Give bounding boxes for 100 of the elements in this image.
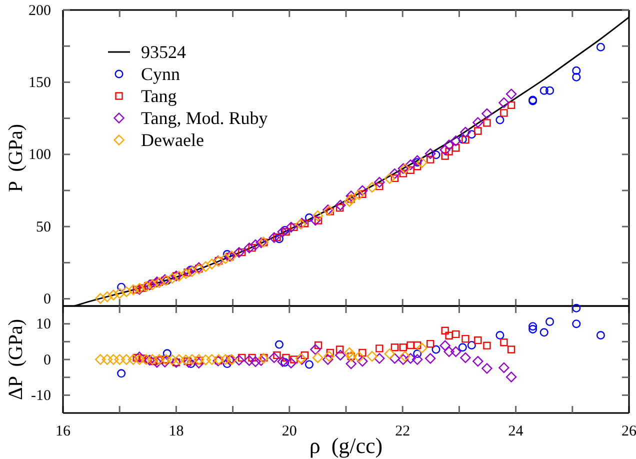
point xyxy=(134,354,145,365)
point xyxy=(500,109,508,117)
point xyxy=(300,220,309,228)
point xyxy=(496,331,504,340)
point xyxy=(95,354,106,365)
point xyxy=(256,355,266,366)
point xyxy=(108,290,119,300)
point xyxy=(474,127,482,135)
point xyxy=(336,346,344,354)
point xyxy=(200,261,211,272)
point xyxy=(405,353,416,364)
point xyxy=(160,356,170,368)
point xyxy=(222,250,232,259)
point xyxy=(596,42,605,52)
point xyxy=(250,239,261,250)
point xyxy=(482,108,492,120)
point xyxy=(413,350,422,358)
x-tick-label: 22 xyxy=(395,424,410,440)
y-tick-label: 150 xyxy=(28,74,51,91)
point xyxy=(244,355,255,366)
point xyxy=(498,362,510,374)
point xyxy=(390,344,399,352)
point xyxy=(354,189,364,200)
point xyxy=(166,272,178,284)
y-axis-title: ΔP (GPa) xyxy=(5,318,27,400)
point xyxy=(528,324,538,334)
point xyxy=(452,330,460,338)
point xyxy=(183,266,194,277)
point xyxy=(374,353,385,364)
point xyxy=(102,291,112,302)
point xyxy=(412,155,423,166)
point xyxy=(334,350,346,361)
point xyxy=(147,279,158,290)
point xyxy=(160,354,172,365)
point xyxy=(108,354,119,365)
point xyxy=(482,363,492,374)
point xyxy=(399,170,408,178)
point xyxy=(406,341,414,350)
point xyxy=(193,354,204,365)
point xyxy=(506,372,517,382)
point xyxy=(450,135,462,146)
point xyxy=(500,338,508,346)
point xyxy=(450,346,462,357)
point xyxy=(147,354,158,365)
point xyxy=(474,336,482,344)
point xyxy=(174,270,184,282)
point xyxy=(572,320,581,328)
point xyxy=(384,348,395,360)
point xyxy=(312,210,324,222)
point xyxy=(128,284,139,296)
point xyxy=(426,340,434,348)
point xyxy=(144,280,155,290)
point xyxy=(472,356,484,367)
y-tick-label: 0 xyxy=(44,352,51,368)
point xyxy=(286,358,296,368)
point xyxy=(180,354,192,366)
point xyxy=(180,268,192,279)
point xyxy=(498,97,510,108)
point xyxy=(140,281,152,292)
point xyxy=(166,354,178,366)
point xyxy=(546,86,554,95)
point xyxy=(250,356,261,367)
point xyxy=(384,173,395,184)
x-tick-label: 16 xyxy=(56,424,71,440)
point xyxy=(140,354,152,365)
point xyxy=(546,317,554,326)
point xyxy=(273,351,281,360)
x-tick-label: 20 xyxy=(282,424,297,440)
point xyxy=(277,226,288,238)
point xyxy=(366,182,378,193)
point xyxy=(234,354,244,366)
y-tick-label: -10 xyxy=(31,388,51,404)
point xyxy=(344,347,355,358)
point xyxy=(134,352,145,362)
point xyxy=(458,343,467,352)
point xyxy=(310,214,321,226)
point xyxy=(304,360,314,369)
point xyxy=(304,213,314,222)
point xyxy=(186,266,198,277)
point xyxy=(244,242,255,254)
point xyxy=(416,342,428,354)
point xyxy=(426,156,434,164)
point xyxy=(286,222,296,233)
point xyxy=(274,234,284,244)
point xyxy=(314,341,322,350)
point xyxy=(467,130,476,139)
point xyxy=(183,357,194,368)
point xyxy=(406,166,414,174)
point xyxy=(483,342,491,350)
point xyxy=(220,253,231,264)
point xyxy=(121,286,132,298)
point xyxy=(280,358,290,367)
point xyxy=(440,340,450,351)
point xyxy=(357,356,368,367)
point xyxy=(440,144,450,156)
y-axis-title: P (GPa) xyxy=(5,124,27,192)
legend-label: 93524 xyxy=(141,42,186,62)
point xyxy=(424,353,436,364)
point xyxy=(95,293,106,304)
point xyxy=(346,190,356,202)
